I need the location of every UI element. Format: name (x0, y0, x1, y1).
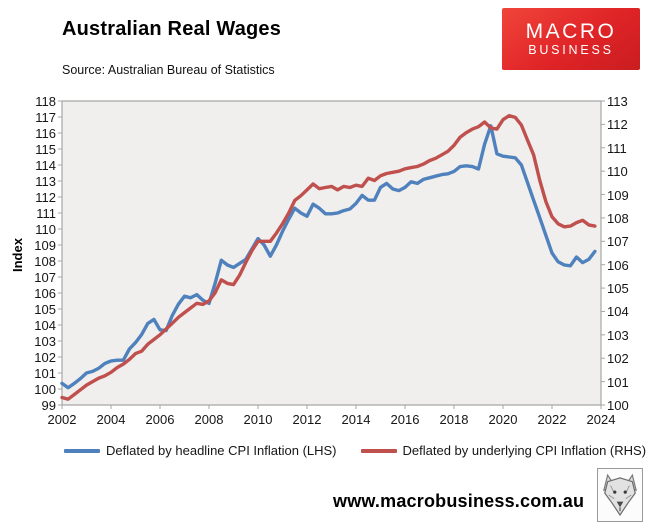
y-axis-left-tick-label: 118 (35, 94, 56, 109)
x-axis-tick-label: 2014 (341, 412, 371, 427)
y-axis-right-tick-label: 106 (607, 257, 629, 273)
legend-label-headline: Deflated by headline CPI Inflation (LHS) (106, 443, 337, 458)
y-axis-right-tick-label: 107 (607, 234, 629, 250)
y-axis-left-tick-label: 115 (35, 142, 56, 157)
headline-series-swatch-icon (64, 448, 100, 453)
y-axis-left-tick-label: 107 (34, 270, 56, 285)
wolf-logo-icon (597, 468, 643, 522)
y-axis-left-tick-label: 101 (34, 366, 56, 381)
chart-source: Source: Australian Bureau of Statistics (62, 63, 275, 77)
y-axis-right-tick-label: 105 (607, 281, 629, 297)
wolf-drawing (603, 473, 637, 517)
legend-item-headline: Deflated by headline CPI Inflation (LHS) (64, 443, 337, 458)
x-axis-tick-label: 2018 (439, 412, 469, 427)
legend: Deflated by headline CPI Inflation (LHS)… (64, 443, 646, 458)
underlying-series-swatch-icon (360, 448, 397, 453)
y-axis-left-tick-label: 113 (35, 174, 56, 189)
y-axis-right-tick-label: 113 (607, 94, 628, 109)
y-axis-title: Index (10, 238, 25, 272)
legend-item-underlying: Deflated by underlying CPI Inflation (RH… (360, 443, 647, 458)
y-axis-left-tick-label: 103 (34, 334, 56, 349)
y-axis-left-tick-label: 105 (34, 302, 56, 317)
y-axis-right-tick-label: 109 (607, 187, 629, 203)
series-line-underlying (60, 114, 597, 401)
legend-label-underlying: Deflated by underlying CPI Inflation (RH… (402, 443, 647, 458)
y-axis-right-tick-label: 101 (607, 374, 629, 390)
y-axis-left-tick-label: 117 (35, 110, 56, 125)
series-line-headline (60, 124, 597, 390)
chart-title: Australian Real Wages (62, 18, 282, 40)
y-axis-left-tick-label: 106 (34, 286, 56, 301)
y-axis-right-tick-label: 110 (607, 164, 628, 180)
x-axis-tick-label: 2012 (292, 412, 322, 427)
y-axis-left-tick-label: 110 (35, 222, 56, 237)
x-axis-tick-label: 2008 (194, 412, 224, 427)
logo-text-macro: MACRO (525, 20, 617, 43)
x-axis-tick-label: 2016 (390, 412, 420, 427)
x-axis-tick-label: 2006 (145, 412, 175, 427)
macrobusiness-logo: MACRO BUSINESS (502, 8, 640, 70)
y-axis-left-tick-label: 102 (34, 350, 56, 365)
y-axis-right-tick-label: 111 (607, 140, 627, 156)
x-axis-tick-label: 2024 (586, 412, 616, 427)
x-axis-tick-label: 2004 (96, 412, 126, 427)
x-axis-tick-label: 2010 (243, 412, 273, 427)
y-axis-right-tick-label: 102 (607, 351, 629, 367)
y-axis-right-tick-label: 100 (607, 398, 629, 413)
x-axis-tick-label: 2022 (537, 412, 567, 427)
y-axis-right-tick-label: 112 (607, 117, 628, 133)
y-axis-left-tick-label: 109 (34, 238, 56, 253)
y-axis-left-tick-label: 99 (41, 398, 56, 413)
y-axis-left-tick-label: 116 (35, 126, 56, 141)
x-axis-tick-label: 2020 (488, 412, 518, 427)
x-axis-tick-label: 2002 (47, 412, 77, 427)
y-axis-left-tick-label: 111 (36, 206, 56, 221)
y-axis-left-tick-label: 112 (35, 190, 56, 205)
y-axis-right-tick-label: 108 (607, 210, 629, 226)
y-axis-left-tick-label: 104 (34, 318, 56, 333)
y-axis-right-tick-label: 104 (607, 304, 629, 320)
plot-background (62, 101, 601, 405)
logo-text-business: BUSINESS (528, 43, 614, 57)
y-axis-left-tick-label: 108 (34, 254, 56, 269)
y-axis-left-tick-label: 114 (35, 158, 56, 173)
website-url: www.macrobusiness.com.au (333, 491, 585, 511)
y-axis-right-tick-label: 103 (607, 327, 629, 343)
y-axis-left-tick-label: 100 (34, 382, 56, 397)
